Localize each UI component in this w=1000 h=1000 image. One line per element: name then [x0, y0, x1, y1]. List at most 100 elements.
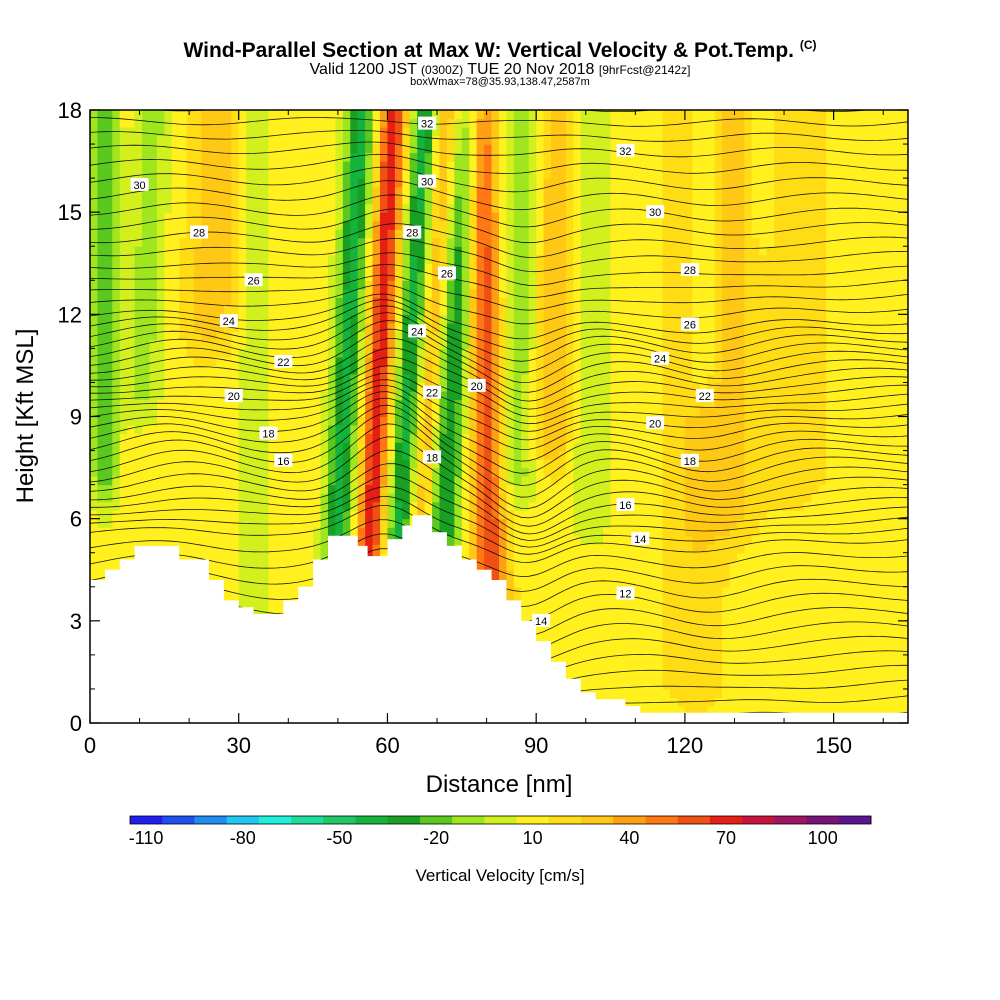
velocity-cell: [357, 518, 366, 528]
velocity-cell: [112, 271, 121, 281]
velocity-cell: [305, 510, 314, 520]
velocity-cell: [97, 110, 106, 120]
velocity-cell: [439, 484, 448, 494]
velocity-cell: [112, 110, 121, 120]
velocity-cell: [580, 365, 589, 375]
velocity-cell: [461, 186, 470, 196]
velocity-cell: [313, 510, 322, 520]
velocity-cell: [491, 288, 500, 298]
velocity-cell: [186, 365, 195, 375]
velocity-cell: [320, 356, 329, 367]
velocity-cell: [350, 433, 359, 443]
velocity-cell: [380, 373, 389, 384]
velocity-cell: [164, 527, 173, 537]
velocity-cell: [446, 229, 455, 239]
velocity-cell: [327, 382, 336, 392]
velocity-cell: [387, 237, 396, 247]
velocity-cell: [156, 356, 165, 367]
velocity-cell: [446, 484, 455, 494]
velocity-cell: [402, 493, 411, 503]
velocity-cell: [290, 476, 299, 486]
velocity-cell: [476, 459, 485, 469]
velocity-cell: [476, 212, 485, 222]
velocity-cell: [409, 467, 418, 477]
velocity-cell: [261, 493, 270, 503]
velocity-cell: [350, 373, 359, 384]
velocity-cell: [246, 229, 255, 239]
velocity-cell: [327, 152, 336, 162]
velocity-cell: [127, 161, 136, 171]
velocity-cell: [365, 203, 374, 213]
velocity-cell: [387, 254, 396, 264]
velocity-cell: [580, 399, 589, 409]
velocity-cell: [283, 220, 292, 230]
velocity-cell: [499, 322, 508, 332]
velocity-cell: [439, 220, 448, 230]
velocity-cell: [171, 237, 180, 247]
velocity-cell: [432, 416, 441, 426]
velocity-cell: [171, 510, 180, 520]
velocity-cell: [573, 254, 582, 264]
velocity-cell: [573, 152, 582, 162]
velocity-cell: [327, 450, 336, 460]
velocity-cell: [231, 382, 240, 392]
velocity-cell: [372, 399, 381, 409]
velocity-cell: [290, 356, 299, 367]
velocity-cell: [186, 127, 195, 137]
velocity-cell: [342, 322, 351, 332]
velocity-cell: [551, 339, 560, 349]
velocity-cell: [357, 339, 366, 349]
velocity-cell: [476, 288, 485, 298]
velocity-cell: [313, 152, 322, 162]
velocity-cell: [491, 322, 500, 332]
velocity-cell: [588, 229, 597, 239]
velocity-cell: [402, 186, 411, 196]
velocity-cell: [543, 484, 552, 494]
velocity-cell: [372, 407, 381, 418]
velocity-cell: [201, 365, 210, 375]
velocity-cell: [409, 459, 418, 469]
velocity-cell: [156, 169, 165, 179]
velocity-cell: [506, 356, 515, 367]
velocity-cell: [275, 407, 284, 418]
velocity-cell: [223, 484, 232, 494]
velocity-cell: [97, 331, 106, 341]
velocity-cell: [454, 229, 463, 239]
velocity-cell: [171, 339, 180, 349]
velocity-cell: [253, 348, 262, 358]
velocity-cell: [90, 561, 99, 571]
velocity-cell: [298, 297, 307, 307]
velocity-cell: [90, 195, 99, 205]
velocity-cell: [387, 450, 396, 460]
velocity-cell: [305, 569, 314, 579]
velocity-cell: [528, 467, 537, 477]
velocity-cell: [171, 288, 180, 298]
velocity-cell: [394, 195, 403, 205]
velocity-cell: [90, 459, 99, 469]
velocity-cell: [97, 169, 106, 179]
velocity-cell: [238, 433, 247, 443]
velocity-cell: [104, 229, 113, 239]
velocity-cell: [588, 450, 597, 460]
velocity-cell: [372, 314, 381, 324]
velocity-cell: [565, 450, 574, 460]
velocity-cell: [156, 144, 165, 154]
velocity-cell: [588, 186, 597, 196]
velocity-cell: [573, 237, 582, 247]
velocity-cell: [565, 510, 574, 520]
velocity-cell: [521, 527, 530, 537]
velocity-cell: [327, 127, 336, 137]
velocity-cell: [134, 356, 143, 367]
velocity-cell: [238, 195, 247, 205]
velocity-cell: [551, 348, 560, 358]
velocity-cell: [156, 407, 165, 418]
velocity-cell: [469, 220, 478, 230]
velocity-cell: [156, 203, 165, 213]
velocity-cell: [595, 612, 604, 622]
velocity-cell: [171, 186, 180, 196]
velocity-cell: [580, 629, 589, 639]
velocity-cell: [558, 442, 567, 452]
velocity-cell: [119, 433, 128, 443]
velocity-cell: [365, 501, 374, 511]
velocity-cell: [320, 339, 329, 349]
